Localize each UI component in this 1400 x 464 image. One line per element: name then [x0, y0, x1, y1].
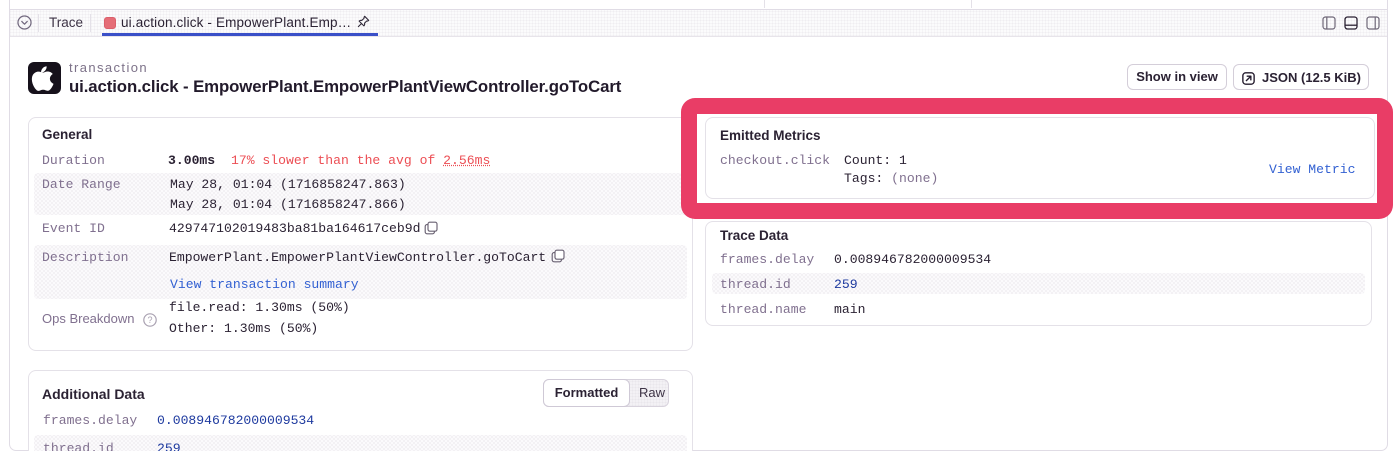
svg-text:?: ?	[147, 315, 152, 325]
